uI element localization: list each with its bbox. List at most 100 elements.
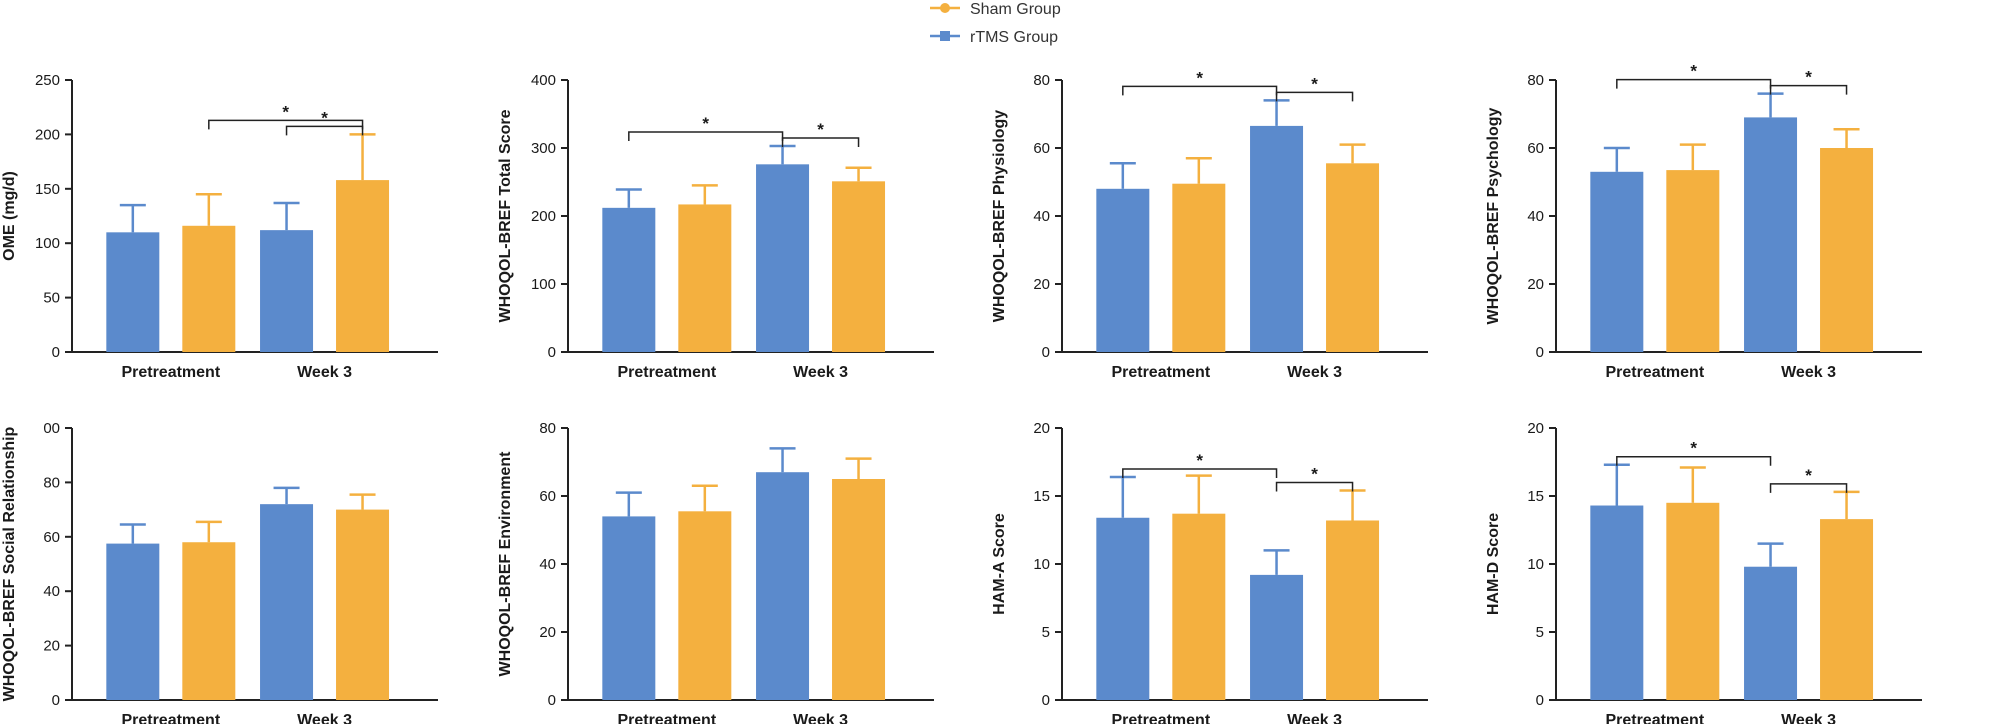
bar bbox=[1744, 117, 1798, 353]
y-tick-label: 15 bbox=[1527, 488, 1544, 505]
significance-bracket bbox=[1616, 455, 1772, 466]
y-tick-label: 60 bbox=[1033, 140, 1050, 157]
y-tick-label: 15 bbox=[1033, 488, 1050, 505]
bar bbox=[182, 225, 236, 352]
x-category-label: Pretreatment bbox=[1605, 364, 1704, 381]
y-tick-label: 400 bbox=[531, 72, 556, 89]
significance-bracket bbox=[1275, 91, 1354, 102]
bar bbox=[602, 516, 656, 700]
y-tick-label: 5 bbox=[1536, 624, 1544, 641]
x-category-label: Pretreatment bbox=[121, 712, 220, 724]
bar bbox=[832, 181, 886, 352]
x-category-label: Pretreatment bbox=[1605, 712, 1704, 724]
x-category-label: Week 3 bbox=[1287, 364, 1342, 381]
bar bbox=[106, 543, 160, 700]
x-category-label: Week 3 bbox=[297, 712, 352, 724]
y-tick-label: 0 bbox=[548, 344, 556, 361]
bar bbox=[1666, 170, 1720, 352]
significance-bracket bbox=[1616, 78, 1772, 89]
y-tick-label: 40 bbox=[1527, 208, 1544, 225]
y-axis-label: HAM-D Score bbox=[1485, 513, 1502, 615]
bar bbox=[106, 232, 160, 352]
significance-star: * bbox=[1196, 451, 1203, 470]
chart-panel: 0 50 100 150 200 250 OME (mg/d) Pretreatment Wee… bbox=[1, 72, 438, 381]
significance-star: * bbox=[282, 102, 289, 121]
significance-bracket bbox=[1275, 481, 1354, 492]
legend-label-sham: Sham Group bbox=[970, 1, 1061, 18]
bar bbox=[1096, 188, 1150, 352]
y-tick-label: 40 bbox=[1033, 208, 1050, 225]
bar bbox=[1250, 125, 1304, 353]
bar bbox=[602, 207, 656, 352]
legend: Sham Group rTMS Group bbox=[930, 1, 1061, 46]
y-tick-label: 20 bbox=[1527, 276, 1544, 293]
x-category-label: Week 3 bbox=[1781, 364, 1836, 381]
bar bbox=[1820, 519, 1874, 700]
significance-star: * bbox=[1690, 62, 1697, 81]
bar bbox=[832, 479, 886, 700]
y-axis-label: HAM-A Score bbox=[991, 513, 1008, 615]
x-category-label: Pretreatment bbox=[121, 364, 220, 381]
bar bbox=[260, 504, 314, 700]
chart-panel: 0 20 40 60 80 WHOQOL-BREF Psychology Pretreatm… bbox=[1485, 62, 1922, 381]
y-tick-label: 80 bbox=[539, 420, 556, 437]
legend-label-rtms: rTMS Group bbox=[970, 29, 1058, 46]
y-tick-label: 150 bbox=[35, 181, 60, 198]
y-axis-label: OME (mg/d) bbox=[1, 171, 18, 261]
bar bbox=[260, 230, 314, 352]
y-tick-label: 60 bbox=[539, 488, 556, 505]
x-category-label: Pretreatment bbox=[1111, 712, 1210, 724]
y-tick-label: 200 bbox=[35, 126, 60, 143]
legend-marker-sham bbox=[940, 3, 950, 13]
x-category-label: Pretreatment bbox=[1111, 364, 1210, 381]
bar bbox=[1326, 520, 1380, 700]
y-tick-label: 250 bbox=[35, 72, 60, 89]
chart-panel: 0 20 40 60 80 WHOQOL-BREF Physiology Pretreatm… bbox=[991, 68, 1428, 381]
bar bbox=[1590, 505, 1644, 700]
significance-bracket bbox=[1769, 483, 1848, 493]
significance-star: * bbox=[702, 114, 709, 133]
bar bbox=[1250, 574, 1304, 700]
y-tick-label: 40 bbox=[43, 583, 60, 600]
significance-star: * bbox=[1690, 439, 1697, 458]
y-axis-label: WHOQOL-BREF Total Score bbox=[497, 109, 514, 322]
bar bbox=[1666, 502, 1720, 700]
bar bbox=[756, 472, 810, 700]
bar bbox=[1590, 171, 1644, 352]
y-tick-label: 300 bbox=[531, 140, 556, 157]
x-category-label: Week 3 bbox=[1781, 712, 1836, 724]
y-tick-label: 0 bbox=[52, 344, 60, 361]
significance-star: * bbox=[321, 108, 328, 127]
y-tick-label: 0 bbox=[1042, 344, 1050, 361]
y-tick-label: 5 bbox=[1042, 624, 1050, 641]
y-tick-label: 100 bbox=[35, 235, 60, 252]
x-category-label: Pretreatment bbox=[617, 712, 716, 724]
bar bbox=[1172, 513, 1226, 700]
significance-star: * bbox=[1311, 74, 1318, 93]
x-category-label: Week 3 bbox=[1287, 712, 1342, 724]
chart-panel: 0 20 40 60 80 WHOQOL-BREF Environment Pretreat… bbox=[497, 420, 934, 724]
y-tick-label: 00 bbox=[43, 420, 60, 437]
y-tick-label: 0 bbox=[52, 692, 60, 709]
y-tick-label: 60 bbox=[1527, 140, 1544, 157]
significance-bracket bbox=[208, 119, 364, 130]
chart-panel: 0 5 10 15 20 HAM-A Score Pretreatment Week 3 * * bbox=[991, 420, 1428, 724]
bar bbox=[1326, 163, 1380, 352]
y-tick-label: 0 bbox=[1536, 692, 1544, 709]
y-tick-label: 0 bbox=[548, 692, 556, 709]
x-category-label: Week 3 bbox=[793, 364, 848, 381]
y-tick-label: 20 bbox=[1527, 420, 1544, 437]
y-axis-label: WHOQOL-BREF Social Relationship bbox=[1, 426, 18, 701]
significance-star: * bbox=[817, 120, 824, 139]
bar bbox=[1172, 183, 1226, 352]
x-category-label: Pretreatment bbox=[617, 364, 716, 381]
y-tick-label: 40 bbox=[539, 556, 556, 573]
bar bbox=[756, 164, 810, 352]
y-tick-label: 20 bbox=[43, 638, 60, 655]
bar bbox=[678, 204, 732, 352]
bar bbox=[1096, 517, 1150, 700]
y-tick-label: 80 bbox=[1527, 72, 1544, 89]
x-category-label: Week 3 bbox=[297, 364, 352, 381]
